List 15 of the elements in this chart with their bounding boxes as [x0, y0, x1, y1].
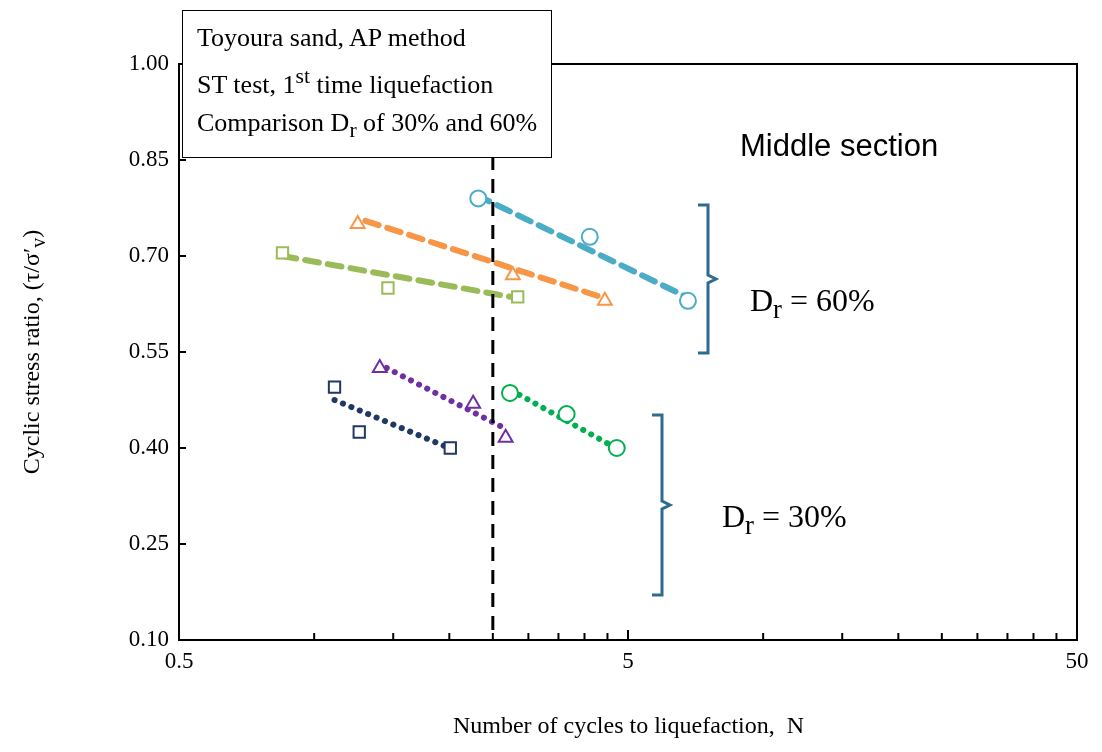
y-tick-label: 0.70: [128, 242, 169, 268]
y-tick-label: 0.55: [128, 338, 169, 364]
annotation: D$_{r}$ = 30%: [722, 498, 847, 542]
annotation: D$_{r}$ = 60%: [750, 282, 875, 326]
x-axis-title: Number of cycles to liquefaction, N: [451, 712, 806, 739]
text: Toyoura sand, AP method: [197, 22, 467, 54]
annotation: Middle section: [740, 128, 939, 164]
y-tick-label: 1.00: [128, 50, 169, 76]
annotation: ST test, 1$^{st}$ time liquefaction: [197, 63, 495, 101]
x-tick-label: 50: [1065, 647, 1089, 673]
y-tick-label: 0.25: [128, 530, 169, 556]
y-tick-label: 0.40: [128, 434, 169, 460]
annotation: Comparison D$_{r}$ of 30% and 60%: [197, 106, 538, 144]
x-tick-label: 5: [622, 647, 634, 673]
y-tick-label: 0.85: [128, 146, 169, 172]
